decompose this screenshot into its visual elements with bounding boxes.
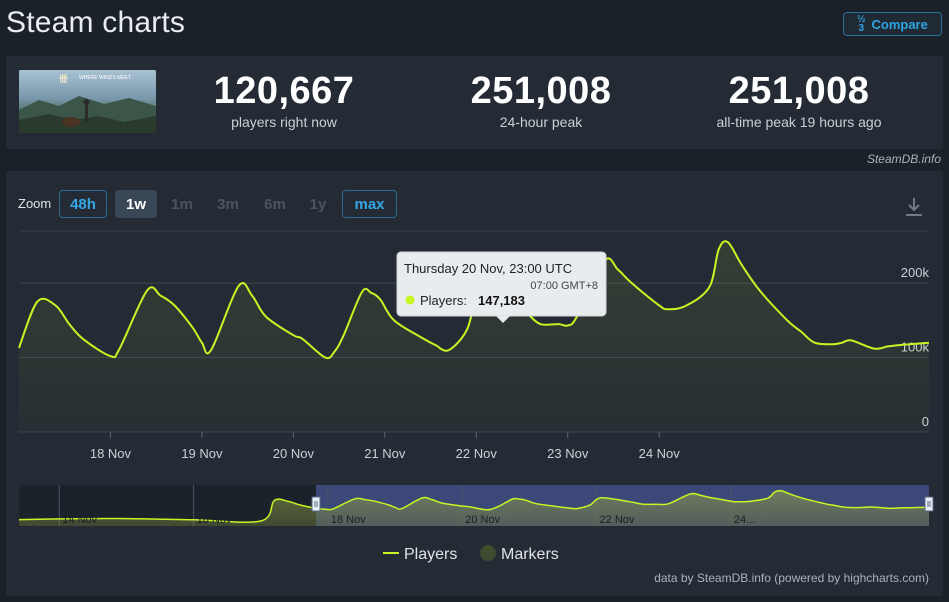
zoom-label: Zoom xyxy=(18,196,52,211)
peak-24h-label: 24-hour peak xyxy=(499,114,583,130)
legend-item-markers[interactable]: Markers xyxy=(480,545,559,563)
chart-legend: Players Markers xyxy=(383,545,559,563)
navigator-tick-label: 20 Nov xyxy=(465,514,500,526)
navigator-labels: 14 Nov 16 Nov 18 Nov 20 Nov 22 Nov 24... xyxy=(62,514,755,526)
svg-text:WHERE WINDS MEET: WHERE WINDS MEET xyxy=(79,75,131,81)
navigator-line xyxy=(18,489,930,523)
game-art: 卌 WHERE WINDS MEET xyxy=(19,70,156,133)
current-players-value: 120,667 xyxy=(213,70,355,112)
tooltip-title: Thursday 20 Nov, 23:00 UTC xyxy=(404,261,572,276)
peak-24h-value: 251,008 xyxy=(470,70,612,112)
tooltip-value: 147,183 xyxy=(478,293,525,308)
tooltip-series-name: Players: xyxy=(420,293,467,308)
zoom-48h-button[interactable]: 48h xyxy=(59,190,107,218)
navigator-left-handle[interactable] xyxy=(311,496,321,512)
x-tick-label: 22 Nov xyxy=(456,446,498,461)
legend-item-players[interactable]: Players xyxy=(383,546,457,563)
stat-all-time-peak: 251,008 all-time peak 19 hours ago xyxy=(689,70,909,130)
zoom-3m-button: 3m xyxy=(217,195,239,213)
game-capsule-image[interactable]: 卌 WHERE WINDS MEET xyxy=(19,70,156,133)
current-players-label: players right now xyxy=(231,114,337,130)
download-icon[interactable] xyxy=(904,196,924,218)
y-tick-label: 200k xyxy=(901,265,930,280)
tooltip-subtitle: 07:00 GMT+8 xyxy=(530,280,598,292)
tooltip-series-dot xyxy=(405,295,415,305)
steamdb-credit[interactable]: SteamDB.info xyxy=(866,152,941,166)
page-title: Steam charts xyxy=(6,6,186,39)
navigator-right-handle[interactable] xyxy=(924,496,934,512)
x-tick-label: 21 Nov xyxy=(364,446,406,461)
zoom-1y-button: 1y xyxy=(309,195,327,213)
zoom-6m-button: 6m xyxy=(264,195,286,213)
chart-tooltip: Thursday 20 Nov, 23:00 UTC 07:00 GMT+8 P… xyxy=(396,251,607,323)
game-logo-glyph: 卌 xyxy=(59,73,68,84)
zoom-1m-button: 1m xyxy=(171,195,193,213)
x-tick-label: 18 Nov xyxy=(90,446,132,461)
all-time-peak-value: 251,008 xyxy=(728,70,870,112)
navigator-tick-label: 22 Nov xyxy=(600,514,635,526)
legend-players-label: Players xyxy=(404,546,457,563)
navigator-tick-label: 18 Nov xyxy=(331,514,366,526)
players-area xyxy=(19,241,929,432)
zoom-1w-button[interactable]: 1w xyxy=(115,190,157,218)
navigator-tick-label: 24... xyxy=(734,514,755,526)
footer-credit[interactable]: data by SteamDB.info (powered by highcha… xyxy=(654,571,929,585)
legend-markers-label: Markers xyxy=(501,546,559,563)
x-axis-labels: 18 Nov 19 Nov 20 Nov 21 Nov 22 Nov 23 Nov 24 N… xyxy=(90,432,680,461)
x-tick-label: 23 Nov xyxy=(547,446,589,461)
chart-card: Zoom 48h 1w 1m 3m 6m 1y max 0100k200k 18… xyxy=(6,171,943,596)
navigator-tick-label: 14 Nov xyxy=(62,514,97,526)
all-time-peak-label: all-time peak 19 hours ago xyxy=(716,114,882,130)
zoom-max-button[interactable]: max xyxy=(342,190,397,218)
stat-24h-peak: 251,008 24-hour peak xyxy=(456,70,626,130)
x-tick-label: 19 Nov xyxy=(181,446,223,461)
navigator-tick-label: 16 Nov xyxy=(197,514,232,526)
x-tick-label: 20 Nov xyxy=(273,446,315,461)
stats-card: 卌 WHERE WINDS MEET 120,667 players right… xyxy=(6,56,943,149)
stat-current-players: 120,667 players right now xyxy=(199,70,369,130)
x-tick-label: 24 Nov xyxy=(639,446,681,461)
compare-label: Compare xyxy=(871,16,928,32)
